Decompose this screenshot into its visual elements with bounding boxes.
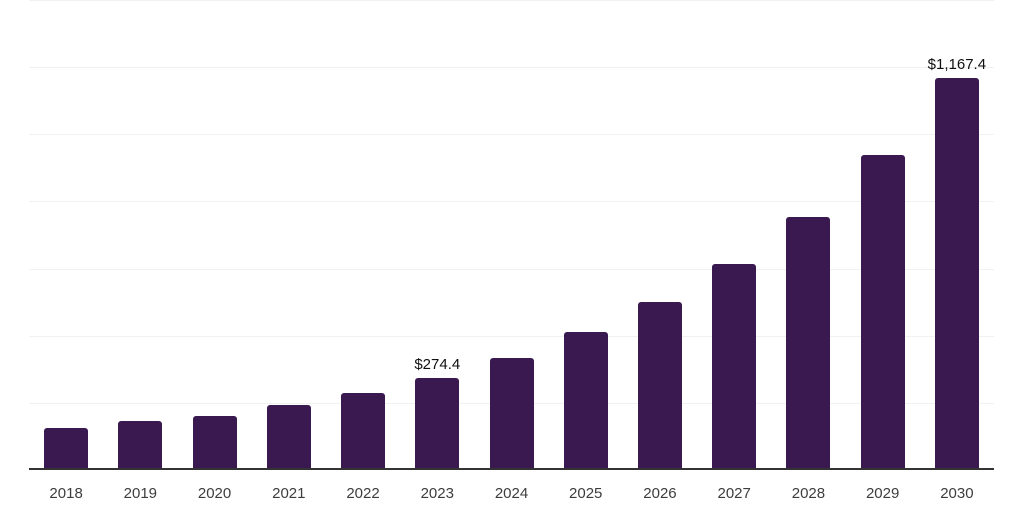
bar-2024 bbox=[489, 358, 534, 470]
data-label-2030: $1,167.4 bbox=[927, 56, 987, 74]
bar-2023 bbox=[415, 377, 460, 470]
x-tick-2027: 2027 bbox=[717, 485, 751, 502]
gridline bbox=[29, 0, 994, 1]
bar-2020 bbox=[192, 416, 237, 470]
bar-2029 bbox=[860, 155, 905, 470]
bar-2027 bbox=[712, 264, 757, 470]
plot-area: $274.4 $1,167.4 bbox=[29, 0, 994, 470]
x-tick-2030: 2030 bbox=[940, 485, 974, 502]
gridline bbox=[29, 134, 994, 136]
data-label-2023: $274.4 bbox=[414, 355, 461, 373]
x-tick-2018: 2018 bbox=[49, 485, 83, 502]
bar-2028 bbox=[786, 216, 831, 470]
gridline bbox=[29, 268, 994, 270]
x-axis-line bbox=[29, 468, 994, 470]
x-tick-2019: 2019 bbox=[123, 485, 158, 502]
bar-2022 bbox=[341, 392, 386, 470]
bar-2026 bbox=[637, 302, 682, 470]
bar-2030 bbox=[934, 78, 979, 470]
gridline bbox=[29, 67, 994, 69]
x-tick-2020: 2020 bbox=[197, 485, 232, 502]
bar-2025 bbox=[563, 332, 608, 470]
bar-2018 bbox=[44, 428, 89, 470]
x-tick-2025: 2025 bbox=[569, 485, 603, 502]
x-tick-2029: 2029 bbox=[865, 485, 900, 502]
x-tick-2021: 2021 bbox=[272, 485, 306, 502]
gridline bbox=[29, 335, 994, 337]
gridline bbox=[29, 201, 994, 203]
x-tick-2026: 2026 bbox=[643, 485, 677, 502]
bar-2019 bbox=[118, 421, 163, 470]
bar-2021 bbox=[266, 404, 311, 470]
x-tick-2022: 2022 bbox=[346, 485, 380, 502]
x-tick-2023: 2023 bbox=[420, 485, 454, 502]
x-tick-2024: 2024 bbox=[494, 485, 529, 502]
x-tick-2028: 2028 bbox=[791, 485, 826, 502]
